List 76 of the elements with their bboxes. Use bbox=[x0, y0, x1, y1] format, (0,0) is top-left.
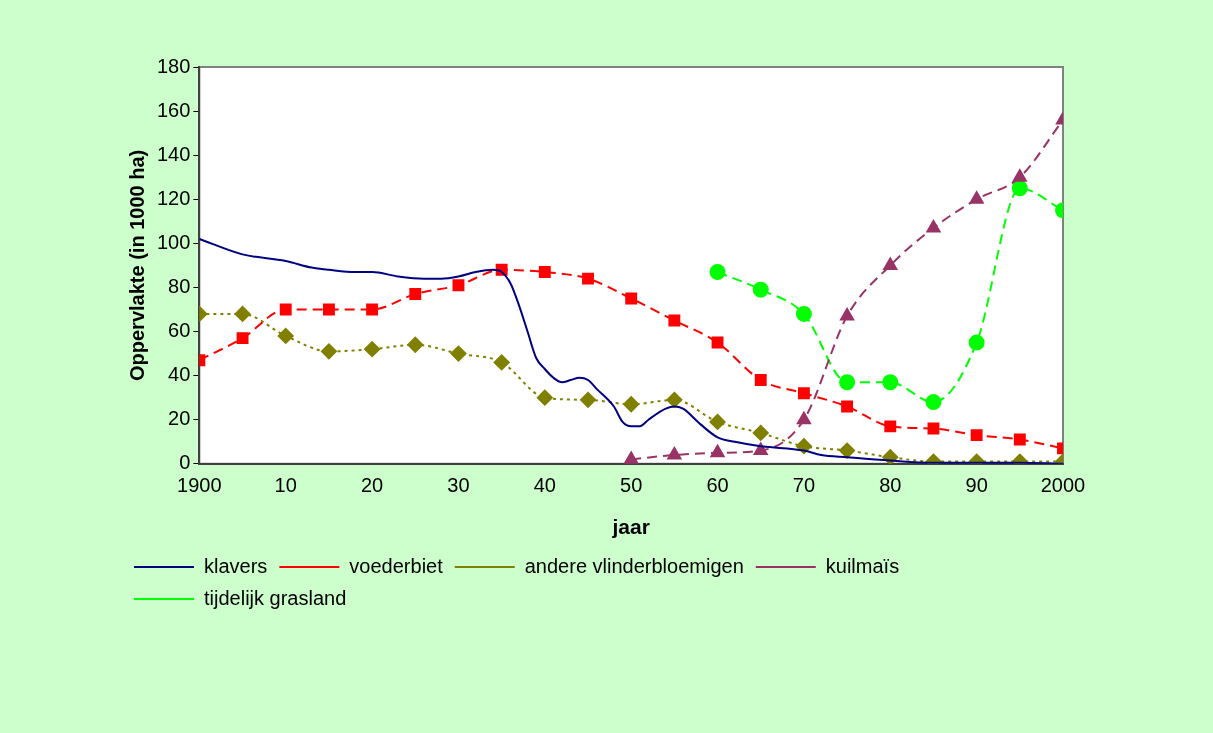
y-tick-label: 140 bbox=[156, 142, 191, 165]
point bbox=[366, 303, 379, 316]
y-tick-label: 100 bbox=[156, 230, 191, 253]
x-tick-label: 10 bbox=[274, 474, 297, 497]
point bbox=[884, 420, 897, 433]
point bbox=[795, 305, 812, 322]
point bbox=[754, 374, 767, 386]
legend-label: kuilmaïs bbox=[825, 554, 900, 577]
x-tick-label: 60 bbox=[706, 474, 729, 497]
x-tick-label: 90 bbox=[965, 474, 988, 497]
legend-label: voederbiet bbox=[349, 554, 444, 577]
point bbox=[236, 332, 249, 345]
legend-label: andere vlinderbloemigen bbox=[524, 554, 744, 577]
point bbox=[752, 424, 769, 441]
point bbox=[1012, 169, 1027, 182]
point bbox=[667, 446, 682, 460]
y-tick-label: 20 bbox=[168, 407, 191, 430]
point bbox=[839, 442, 856, 459]
x-tick-label: 50 bbox=[620, 474, 643, 497]
point bbox=[1011, 180, 1028, 197]
point bbox=[538, 266, 551, 278]
point bbox=[234, 305, 251, 322]
x-tick-label: 30 bbox=[447, 474, 470, 497]
point bbox=[536, 389, 553, 406]
point bbox=[839, 374, 856, 391]
point bbox=[668, 314, 681, 327]
point bbox=[624, 451, 639, 464]
point bbox=[882, 374, 899, 391]
point bbox=[277, 327, 294, 344]
point bbox=[710, 444, 725, 458]
point bbox=[925, 394, 942, 411]
point bbox=[797, 387, 810, 400]
y-tick-label: 60 bbox=[168, 319, 191, 342]
x-tick-label: 2000 bbox=[1040, 474, 1086, 497]
point bbox=[1013, 433, 1026, 446]
point bbox=[711, 336, 724, 349]
point bbox=[493, 354, 510, 371]
point bbox=[625, 292, 638, 305]
point bbox=[279, 303, 292, 316]
legend-label: klavers bbox=[204, 554, 268, 577]
y-tick-label: 40 bbox=[168, 363, 191, 386]
y-tick-label: 0 bbox=[179, 451, 191, 474]
point bbox=[796, 411, 811, 425]
point bbox=[926, 219, 941, 233]
point bbox=[883, 257, 898, 270]
point bbox=[407, 336, 424, 353]
point bbox=[968, 334, 985, 351]
point bbox=[582, 272, 594, 285]
x-tick-label: 1900 bbox=[177, 474, 222, 497]
y-tick-label: 80 bbox=[168, 274, 191, 297]
point bbox=[623, 396, 640, 413]
point bbox=[580, 391, 596, 408]
point bbox=[709, 413, 726, 430]
point bbox=[364, 341, 381, 358]
x-tick-label: 80 bbox=[879, 474, 902, 497]
x-tick-label: 70 bbox=[792, 474, 816, 497]
y-tick-label: 180 bbox=[156, 54, 191, 77]
x-tick-label: 20 bbox=[360, 474, 384, 497]
point bbox=[840, 308, 855, 321]
point bbox=[969, 191, 984, 204]
point bbox=[322, 303, 335, 316]
point bbox=[970, 429, 983, 442]
point bbox=[841, 400, 854, 413]
legend-label: tijdelijk grasland bbox=[204, 586, 347, 609]
point bbox=[452, 279, 465, 292]
x-tick-label: 40 bbox=[533, 474, 556, 497]
point bbox=[450, 345, 467, 362]
point bbox=[752, 281, 769, 298]
y-tick-label: 160 bbox=[156, 98, 191, 121]
point bbox=[666, 391, 683, 408]
x-axis-title: jaar bbox=[611, 515, 650, 539]
y-axis-title: Oppervlakte (in 1000 ha) bbox=[125, 149, 148, 381]
point bbox=[409, 288, 422, 301]
point bbox=[320, 343, 337, 360]
y-tick-label: 120 bbox=[156, 186, 191, 209]
point bbox=[709, 264, 726, 281]
